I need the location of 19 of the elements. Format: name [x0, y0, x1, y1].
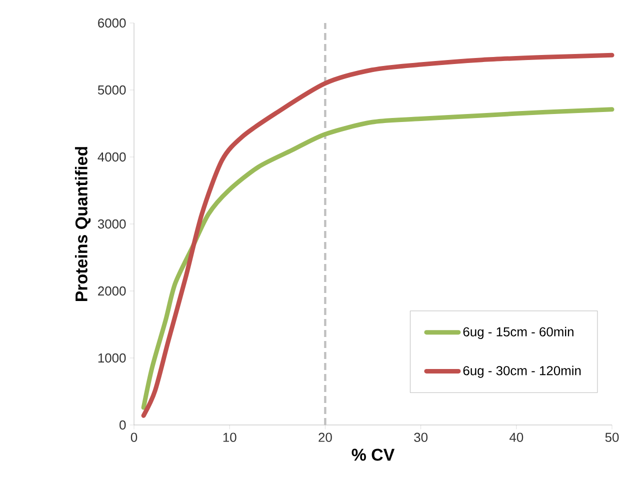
x-tick-label: 10 [223, 432, 236, 442]
y-axis-title: Proteins Quantified [74, 147, 91, 301]
x-tick-label: 50 [605, 432, 619, 442]
legend-label: 6ug - 15cm - 60min [463, 326, 574, 339]
x-tick-label: 20 [318, 432, 332, 442]
x-tick-label: 0 [130, 432, 138, 442]
y-tick-label: 2000 [98, 286, 126, 296]
y-tick-label: 4000 [98, 152, 126, 162]
legend-label: 6ug - 30cm - 120min [463, 366, 581, 378]
line-series [141, 107, 614, 410]
y-tick-label: 1000 [98, 353, 126, 363]
x-tick-label: 30 [414, 432, 428, 442]
y-tick-label: 6000 [98, 18, 126, 28]
x-axis-title: % CV [352, 448, 395, 461]
y-tick-label: 3000 [98, 219, 126, 229]
x-tick-label: 40 [510, 432, 524, 442]
y-tick-label: 0 [120, 420, 126, 430]
y-tick-label: 5000 [98, 85, 126, 95]
line-series [141, 52, 614, 418]
